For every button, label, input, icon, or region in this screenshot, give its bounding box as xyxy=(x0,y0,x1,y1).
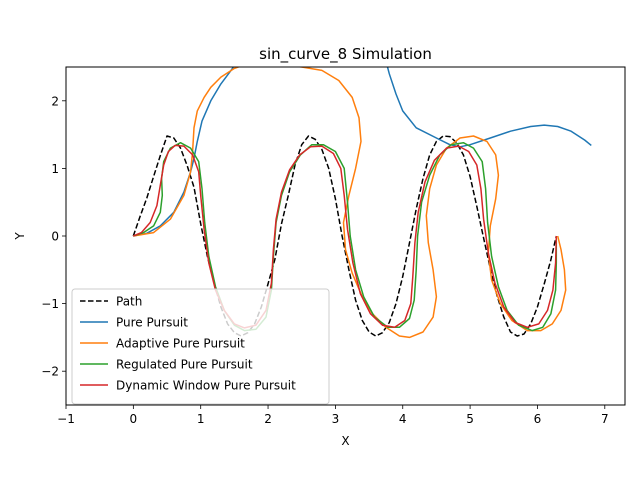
series-layer xyxy=(132,67,592,339)
y-tick-label: 0 xyxy=(51,230,59,244)
legend-label-2: Adaptive Pure Pursuit xyxy=(116,337,245,351)
series-line-2 xyxy=(133,67,567,339)
x-tick-label: 3 xyxy=(332,412,340,426)
legend-label-0: Path xyxy=(116,295,142,309)
series-line-4 xyxy=(133,144,558,329)
y-tick-label: 2 xyxy=(51,94,59,108)
x-tick-label: 4 xyxy=(399,412,407,426)
legend-box xyxy=(71,288,330,405)
y-tick-label: −1 xyxy=(41,297,59,311)
x-axis-label: X xyxy=(341,434,349,448)
x-tick-label: 2 xyxy=(264,412,272,426)
x-tick-label: 5 xyxy=(466,412,474,426)
legend-label-3: Regulated Pure Pursuit xyxy=(116,358,253,372)
x-tick-label: 7 xyxy=(601,412,609,426)
legend-label-1: Pure Pursuit xyxy=(116,316,188,330)
x-tick-label: 1 xyxy=(197,412,205,426)
legend-label-4: Dynamic Window Pure Pursuit xyxy=(116,379,296,393)
series-line-0 xyxy=(132,135,558,337)
y-tick-label: 1 xyxy=(51,162,59,176)
legend: Path Pure Pursuit Adaptive Pure Pursuit Reg… xyxy=(71,288,330,405)
x-tick-label: −1 xyxy=(57,412,75,426)
ticks-layer: −1 0 1 2 3 4 5 6 7 −2 −1 0 1 2 xyxy=(41,94,608,426)
x-tick-label: 6 xyxy=(534,412,542,426)
series-line-3 xyxy=(133,141,558,332)
y-tick-label: −2 xyxy=(41,365,59,379)
chart-title: sin_curve_8 Simulation xyxy=(259,45,432,64)
plot-frame xyxy=(65,66,626,406)
y-axis-label: Y xyxy=(13,232,27,241)
x-tick-label: 0 xyxy=(130,412,138,426)
